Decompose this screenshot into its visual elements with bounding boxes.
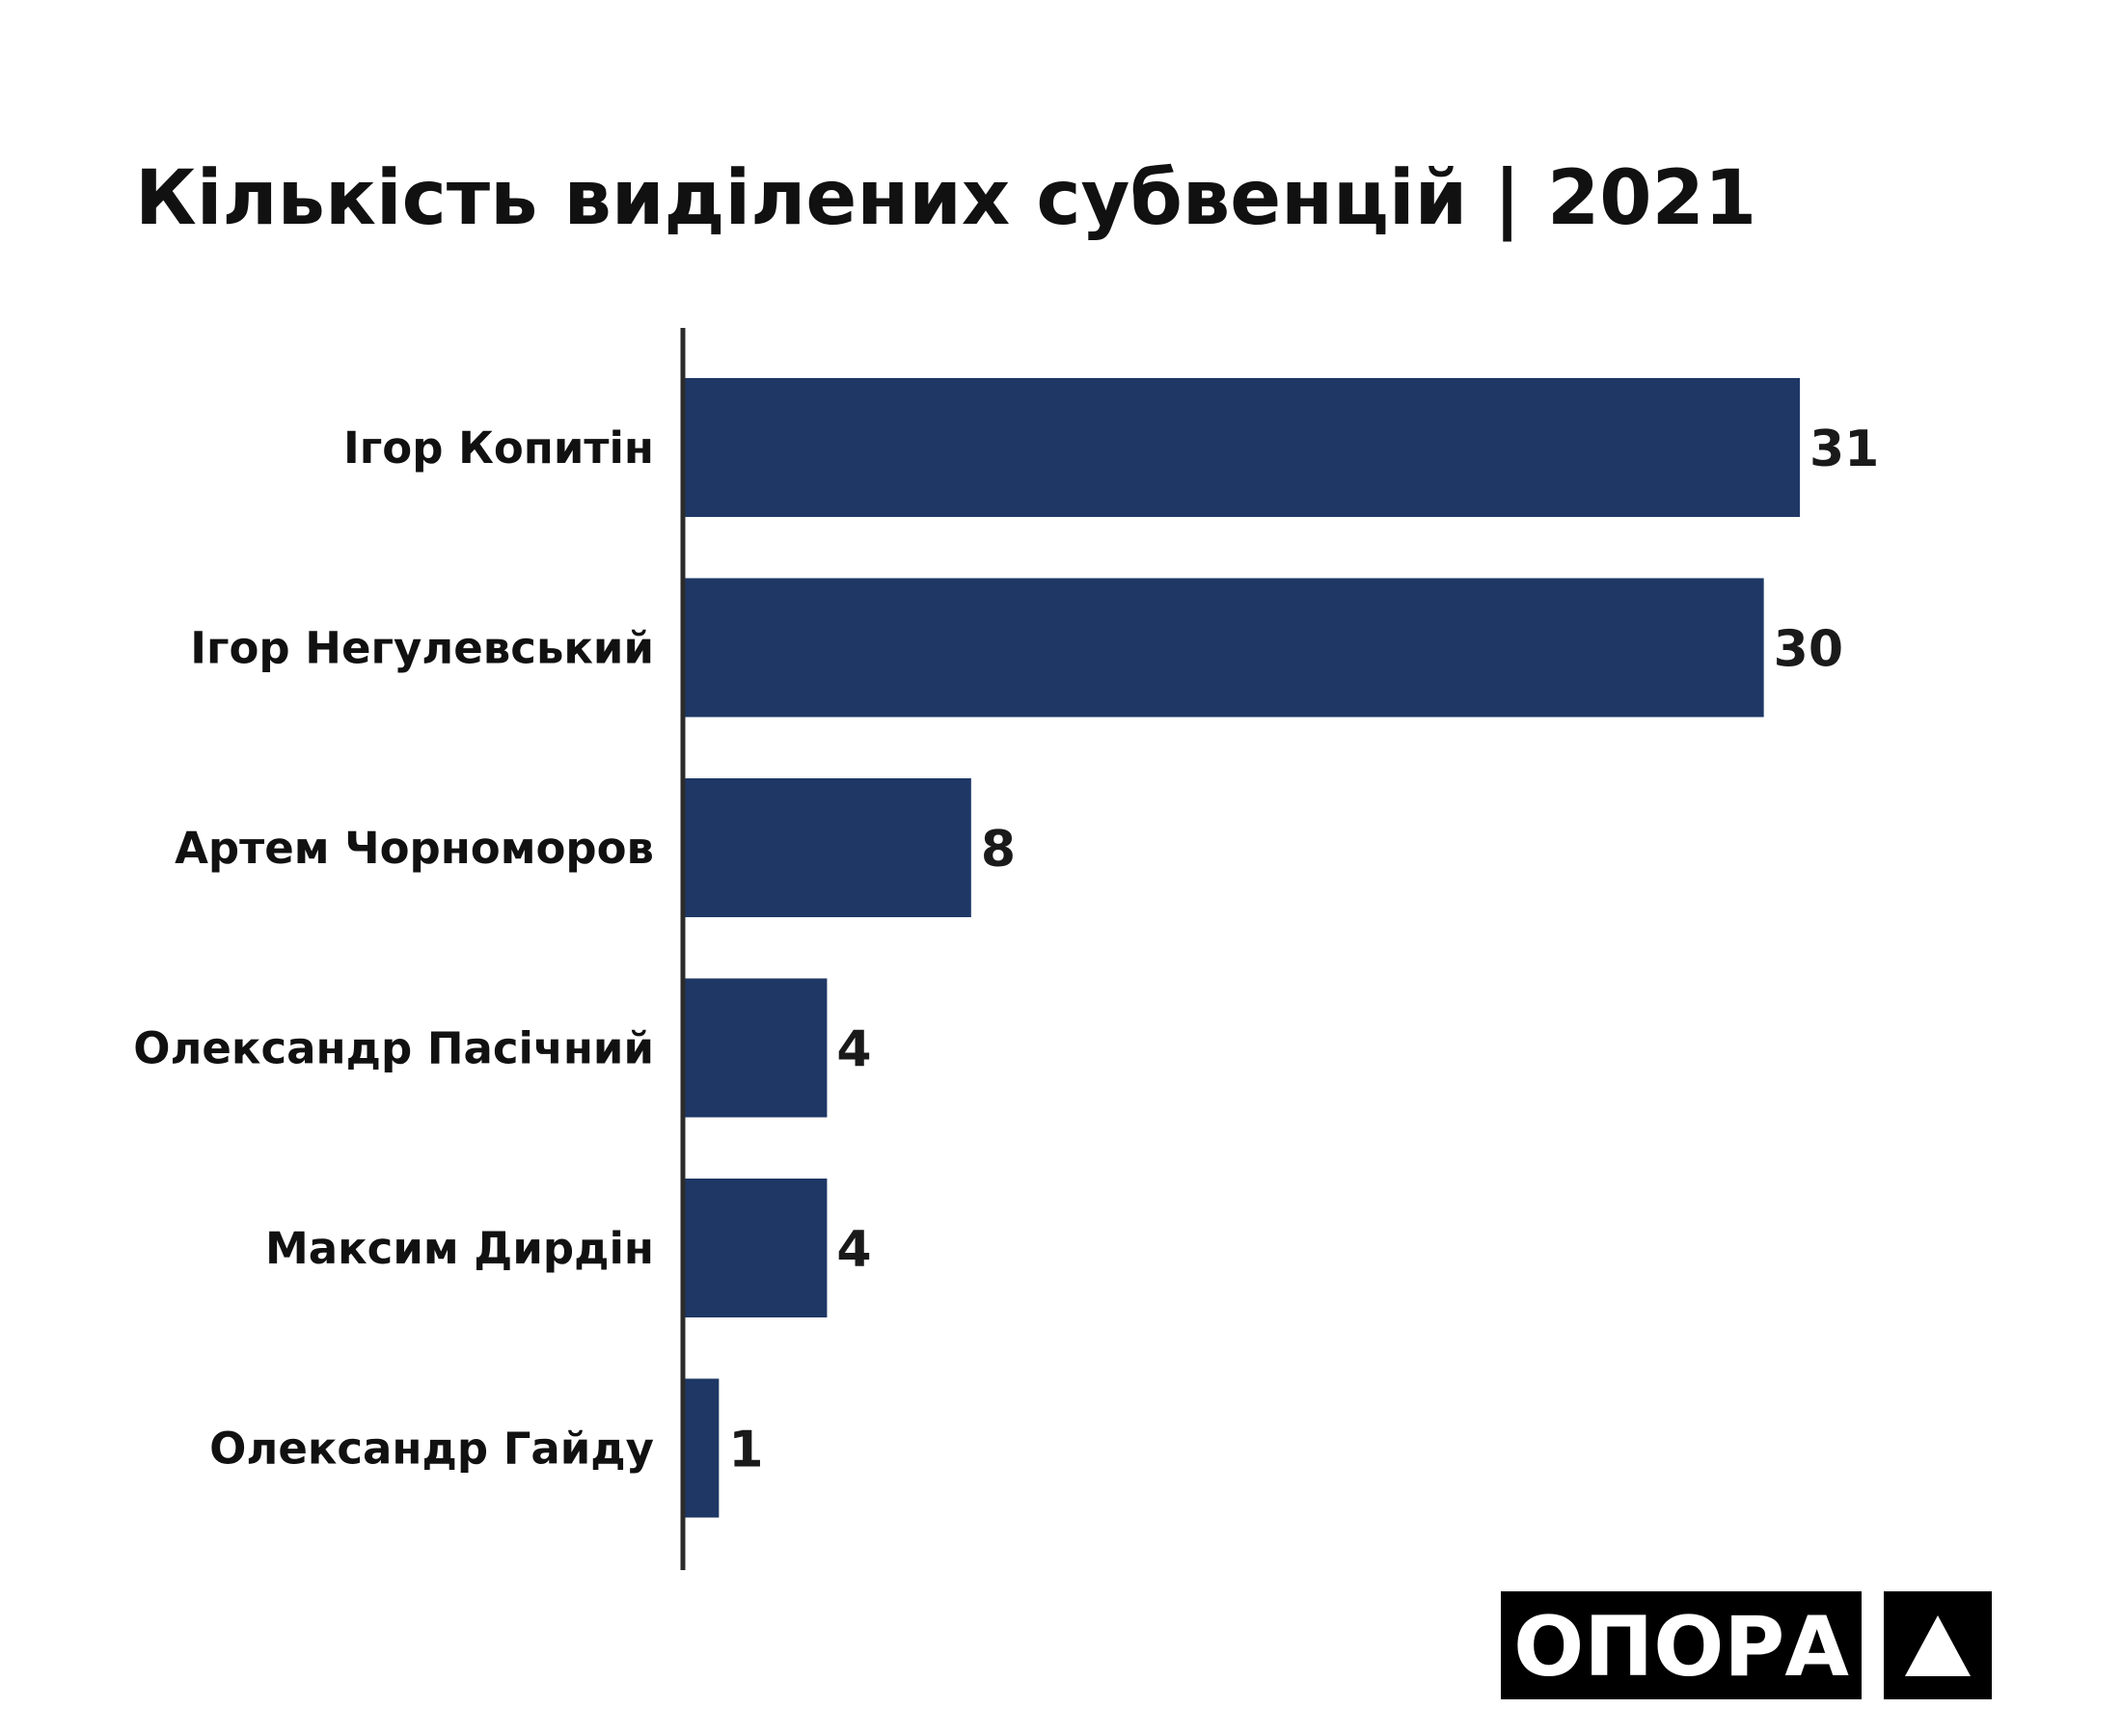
bar <box>683 1378 720 1518</box>
data-label: 4 <box>836 1021 871 1079</box>
bar <box>683 378 1800 517</box>
logo-text-box <box>1501 1591 1862 1699</box>
data-label: 8 <box>981 821 1016 879</box>
category-label: Олександр Гайду <box>209 1424 654 1475</box>
category-label: Артем Чорноморов <box>175 823 654 874</box>
bar <box>683 778 971 917</box>
opora-logo: ОПОРА <box>1501 1591 1992 1699</box>
logo-text: ОПОРА <box>1513 1599 1849 1695</box>
bar <box>683 578 1764 718</box>
triangle-icon <box>1905 1615 1971 1676</box>
bar <box>683 978 828 1118</box>
data-label: 4 <box>836 1221 871 1279</box>
category-label: Олександр Пасічний <box>133 1023 654 1074</box>
data-label: 30 <box>1774 621 1843 679</box>
category-label: Ігор Негулевський <box>190 623 654 674</box>
bar <box>683 1179 828 1317</box>
chart-title: Кількість виділених субвенцій | 2021 <box>135 155 1756 242</box>
data-label: 31 <box>1809 420 1879 478</box>
data-label: 1 <box>728 1422 763 1479</box>
category-label: Максим Дирдін <box>265 1223 654 1274</box>
bars-group: Ігор Копитін 31 Ігор Негулевський 30 Артем Ч… <box>133 378 1879 1518</box>
category-label: Ігор Копитін <box>343 422 654 474</box>
